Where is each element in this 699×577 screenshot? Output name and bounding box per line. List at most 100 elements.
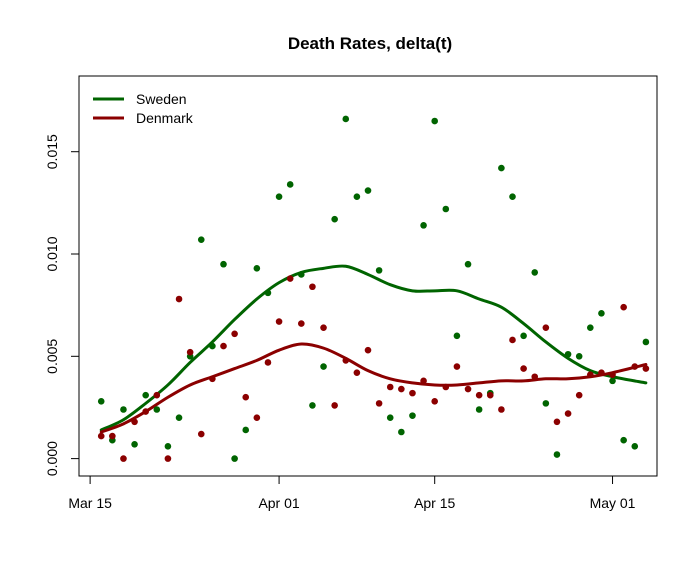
chart-title: Death Rates, delta(t) [288, 34, 452, 53]
sweden-point [475, 406, 483, 413]
sweden-legend-label: Sweden [136, 91, 187, 107]
sweden-point [120, 406, 127, 413]
denmark-point [120, 455, 127, 462]
denmark-point [164, 455, 172, 462]
denmark-point [253, 414, 261, 421]
legend: Sweden Denmark [93, 91, 194, 126]
denmark-point [242, 393, 250, 401]
y-tick-label: 0.015 [44, 134, 60, 169]
y-tick-label: 0.005 [44, 339, 60, 374]
denmark-point [486, 391, 494, 399]
sweden-point [420, 222, 427, 229]
denmark-point [598, 369, 605, 376]
denmark-point [298, 320, 305, 327]
sweden-point [97, 398, 105, 405]
denmark-point [375, 400, 383, 407]
denmark-point [153, 391, 161, 399]
sweden-point [220, 260, 227, 268]
denmark-point [498, 406, 505, 413]
denmark-point [186, 348, 194, 356]
denmark-point [442, 383, 450, 391]
sweden-point [286, 181, 294, 188]
sweden-point [442, 205, 450, 213]
denmark-point [97, 432, 105, 440]
denmark-point [386, 383, 394, 391]
sweden-smooth-line [99, 264, 648, 432]
denmark-point [431, 398, 438, 405]
denmark-smooth-line [99, 342, 648, 434]
sweden-point [587, 324, 594, 331]
denmark-point [620, 303, 627, 311]
sweden-point [331, 215, 338, 223]
sweden-point [620, 436, 627, 444]
sweden-point [598, 310, 605, 317]
sweden-point [175, 414, 183, 421]
denmark-point [286, 275, 294, 282]
denmark-point [142, 408, 149, 415]
denmark-point [587, 371, 594, 379]
sweden-point [464, 260, 472, 268]
denmark-legend-label: Denmark [136, 110, 194, 126]
sweden-point [542, 400, 550, 407]
denmark-point [197, 430, 205, 438]
sweden-point [575, 353, 583, 360]
sweden-point [553, 451, 561, 458]
sweden-point [264, 289, 272, 297]
sweden-point [342, 115, 350, 123]
sweden-point [453, 332, 461, 340]
denmark-point [509, 336, 516, 344]
x-tick-label: Apr 01 [258, 495, 299, 511]
sweden-point [364, 187, 372, 194]
denmark-point [631, 363, 639, 370]
sweden-point [409, 412, 416, 419]
denmark-point [220, 342, 227, 350]
denmark-point [420, 377, 427, 385]
denmark-point [331, 402, 338, 409]
sweden-point [609, 377, 616, 385]
sweden-point [320, 363, 327, 370]
denmark-point [453, 363, 461, 370]
denmark-point [231, 330, 238, 338]
sweden-point [509, 193, 516, 201]
sweden-point [164, 443, 172, 450]
x-tick-label: May 01 [590, 495, 636, 511]
sweden-point [520, 332, 527, 340]
sweden-point [386, 414, 394, 421]
data-points [97, 115, 650, 462]
denmark-point [564, 410, 572, 417]
denmark-point [398, 385, 405, 393]
denmark-point [575, 391, 583, 399]
sweden-point [353, 193, 361, 201]
y-tick-label: 0.010 [44, 236, 60, 271]
denmark-point [131, 418, 138, 426]
denmark-point [275, 318, 283, 325]
sweden-point [642, 338, 650, 346]
x-tick-label: Apr 15 [414, 495, 455, 511]
sweden-point [531, 269, 539, 276]
sweden-point [131, 440, 138, 448]
denmark-point [475, 391, 483, 399]
sweden-point [197, 236, 205, 243]
sweden-point [564, 350, 572, 358]
denmark-point [175, 295, 183, 303]
denmark-point [531, 373, 539, 381]
sweden-point [309, 402, 316, 409]
sweden-point [242, 426, 250, 434]
denmark-point [264, 359, 272, 366]
sweden-point [631, 443, 639, 450]
x-tick-label: Mar 15 [68, 495, 112, 511]
denmark-point [209, 375, 216, 383]
x-axis: Mar 15 Apr 01 Apr 15 May 01 [68, 475, 636, 511]
denmark-point [342, 357, 350, 364]
sweden-point [142, 391, 149, 399]
denmark-point [109, 432, 116, 440]
y-tick-label: 0.000 [44, 441, 60, 476]
sweden-point [253, 265, 261, 272]
denmark-point [609, 371, 616, 379]
sweden-point [209, 342, 216, 350]
denmark-point [320, 324, 327, 331]
y-axis: 0.000 0.005 0.010 0.015 [44, 134, 80, 476]
denmark-point [353, 369, 361, 376]
